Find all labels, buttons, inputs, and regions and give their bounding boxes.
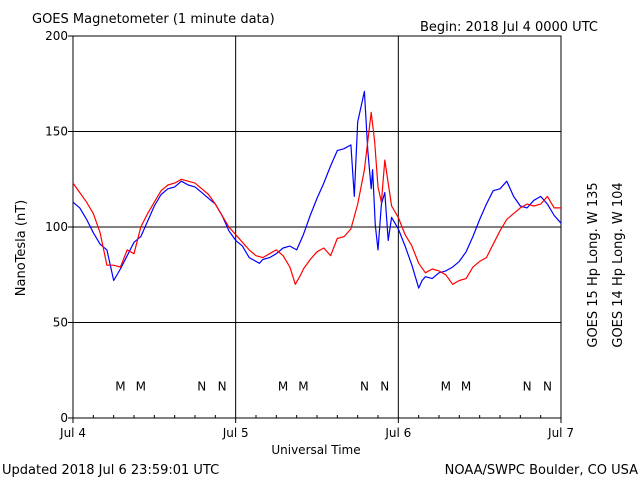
event-marker: N <box>197 380 206 394</box>
legend-goes14: GOES 14 Hp Long. W 104 <box>611 182 626 347</box>
event-marker: M <box>278 380 288 394</box>
credit-label: NOAA/SWPC Boulder, CO USA <box>445 463 638 478</box>
event-marker: N <box>218 380 227 394</box>
x-tick-label: Jul 6 <box>384 426 411 440</box>
x-tick-label: Jul 4 <box>59 426 86 440</box>
event-marker: M <box>298 380 308 394</box>
x-axis-label: Universal Time <box>271 443 360 457</box>
begin-label: Begin: 2018 Jul 4 0000 UTC <box>420 20 598 35</box>
y-tick-label: 0 <box>60 411 68 425</box>
event-marker: M <box>461 380 471 394</box>
series-line-goes14 <box>72 90 562 289</box>
updated-label: Updated 2018 Jul 6 23:59:01 UTC <box>2 463 219 478</box>
event-marker: N <box>543 380 552 394</box>
legend-goes15: GOES 15 Hp Long. W 135 <box>586 182 601 347</box>
event-marker: M <box>115 380 125 394</box>
y-tick-label: 150 <box>45 125 68 139</box>
event-marker: N <box>360 380 369 394</box>
y-tick-label: 100 <box>45 220 68 234</box>
y-tick-label: 200 <box>45 29 68 43</box>
x-tick-label: Jul 7 <box>547 426 574 440</box>
event-marker: N <box>523 380 532 394</box>
event-marker: N <box>380 380 389 394</box>
y-axis-label: NanoTesla (nT) <box>14 200 29 296</box>
event-marker: M <box>441 380 451 394</box>
y-tick-label: 50 <box>53 316 68 330</box>
x-tick-label: Jul 5 <box>222 426 249 440</box>
chart-title: GOES Magnetometer (1 minute data) <box>32 12 275 27</box>
event-marker: M <box>136 380 146 394</box>
series-line-goes15 <box>72 111 561 285</box>
